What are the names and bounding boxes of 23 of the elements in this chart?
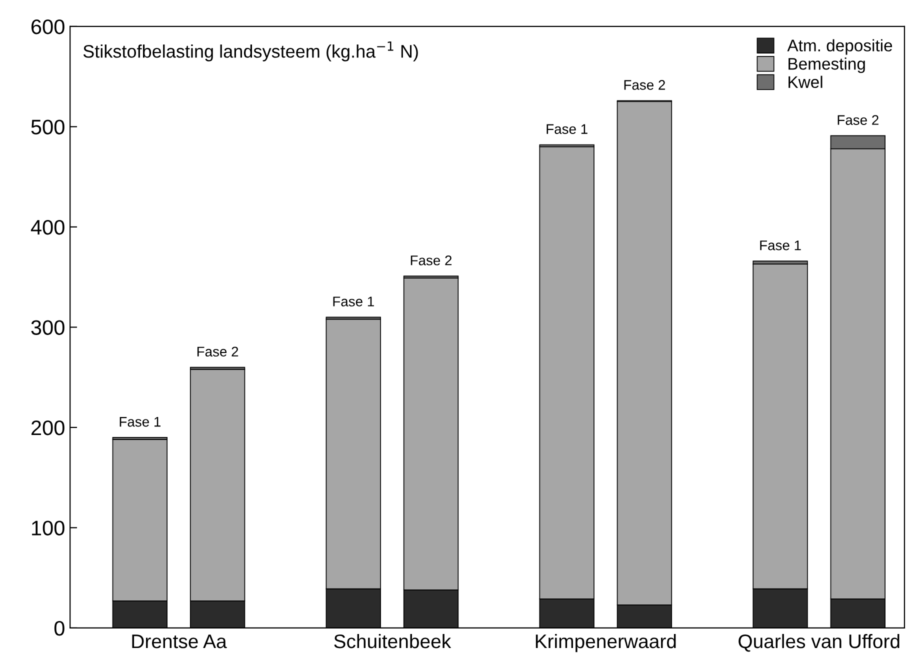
x-tick-label: Fase 2 <box>410 255 452 266</box>
x-tick-label: Fase 2 <box>197 346 238 357</box>
y-tick-label: 500 <box>31 120 64 134</box>
text: Krimpenerwaard <box>536 634 676 652</box>
legend-label: Atm. depositie <box>787 39 892 55</box>
y-tick-label: 0 <box>54 620 64 636</box>
y-tick-label: 200 <box>32 420 64 436</box>
y-tick-label: 100 <box>32 520 64 536</box>
x-tick-label: Fase 2 <box>838 115 878 125</box>
text: Stikstofbelasting landsysteem (kg.ha$^{−1}$ N) <box>83 41 418 62</box>
legend-label: Bemesting <box>788 57 865 74</box>
x-tick-label: Fase 1 <box>120 417 160 427</box>
text: Drentse Aa <box>132 634 227 648</box>
y-tick-label: 300 <box>31 320 64 335</box>
x-tick-label: Fase 1 <box>333 296 374 306</box>
text: Quarles van Ufford <box>738 634 900 652</box>
x-tick-label: Fase 1 <box>760 240 801 250</box>
y-tick-label: 600 <box>32 19 64 34</box>
text: Schuitenbeek <box>334 634 452 648</box>
y-tick-label: 400 <box>30 220 64 235</box>
x-tick-label: Fase 2 <box>624 80 665 90</box>
x-tick-label: Fase 1 <box>546 124 588 134</box>
legend-label: Kwel <box>788 76 822 88</box>
